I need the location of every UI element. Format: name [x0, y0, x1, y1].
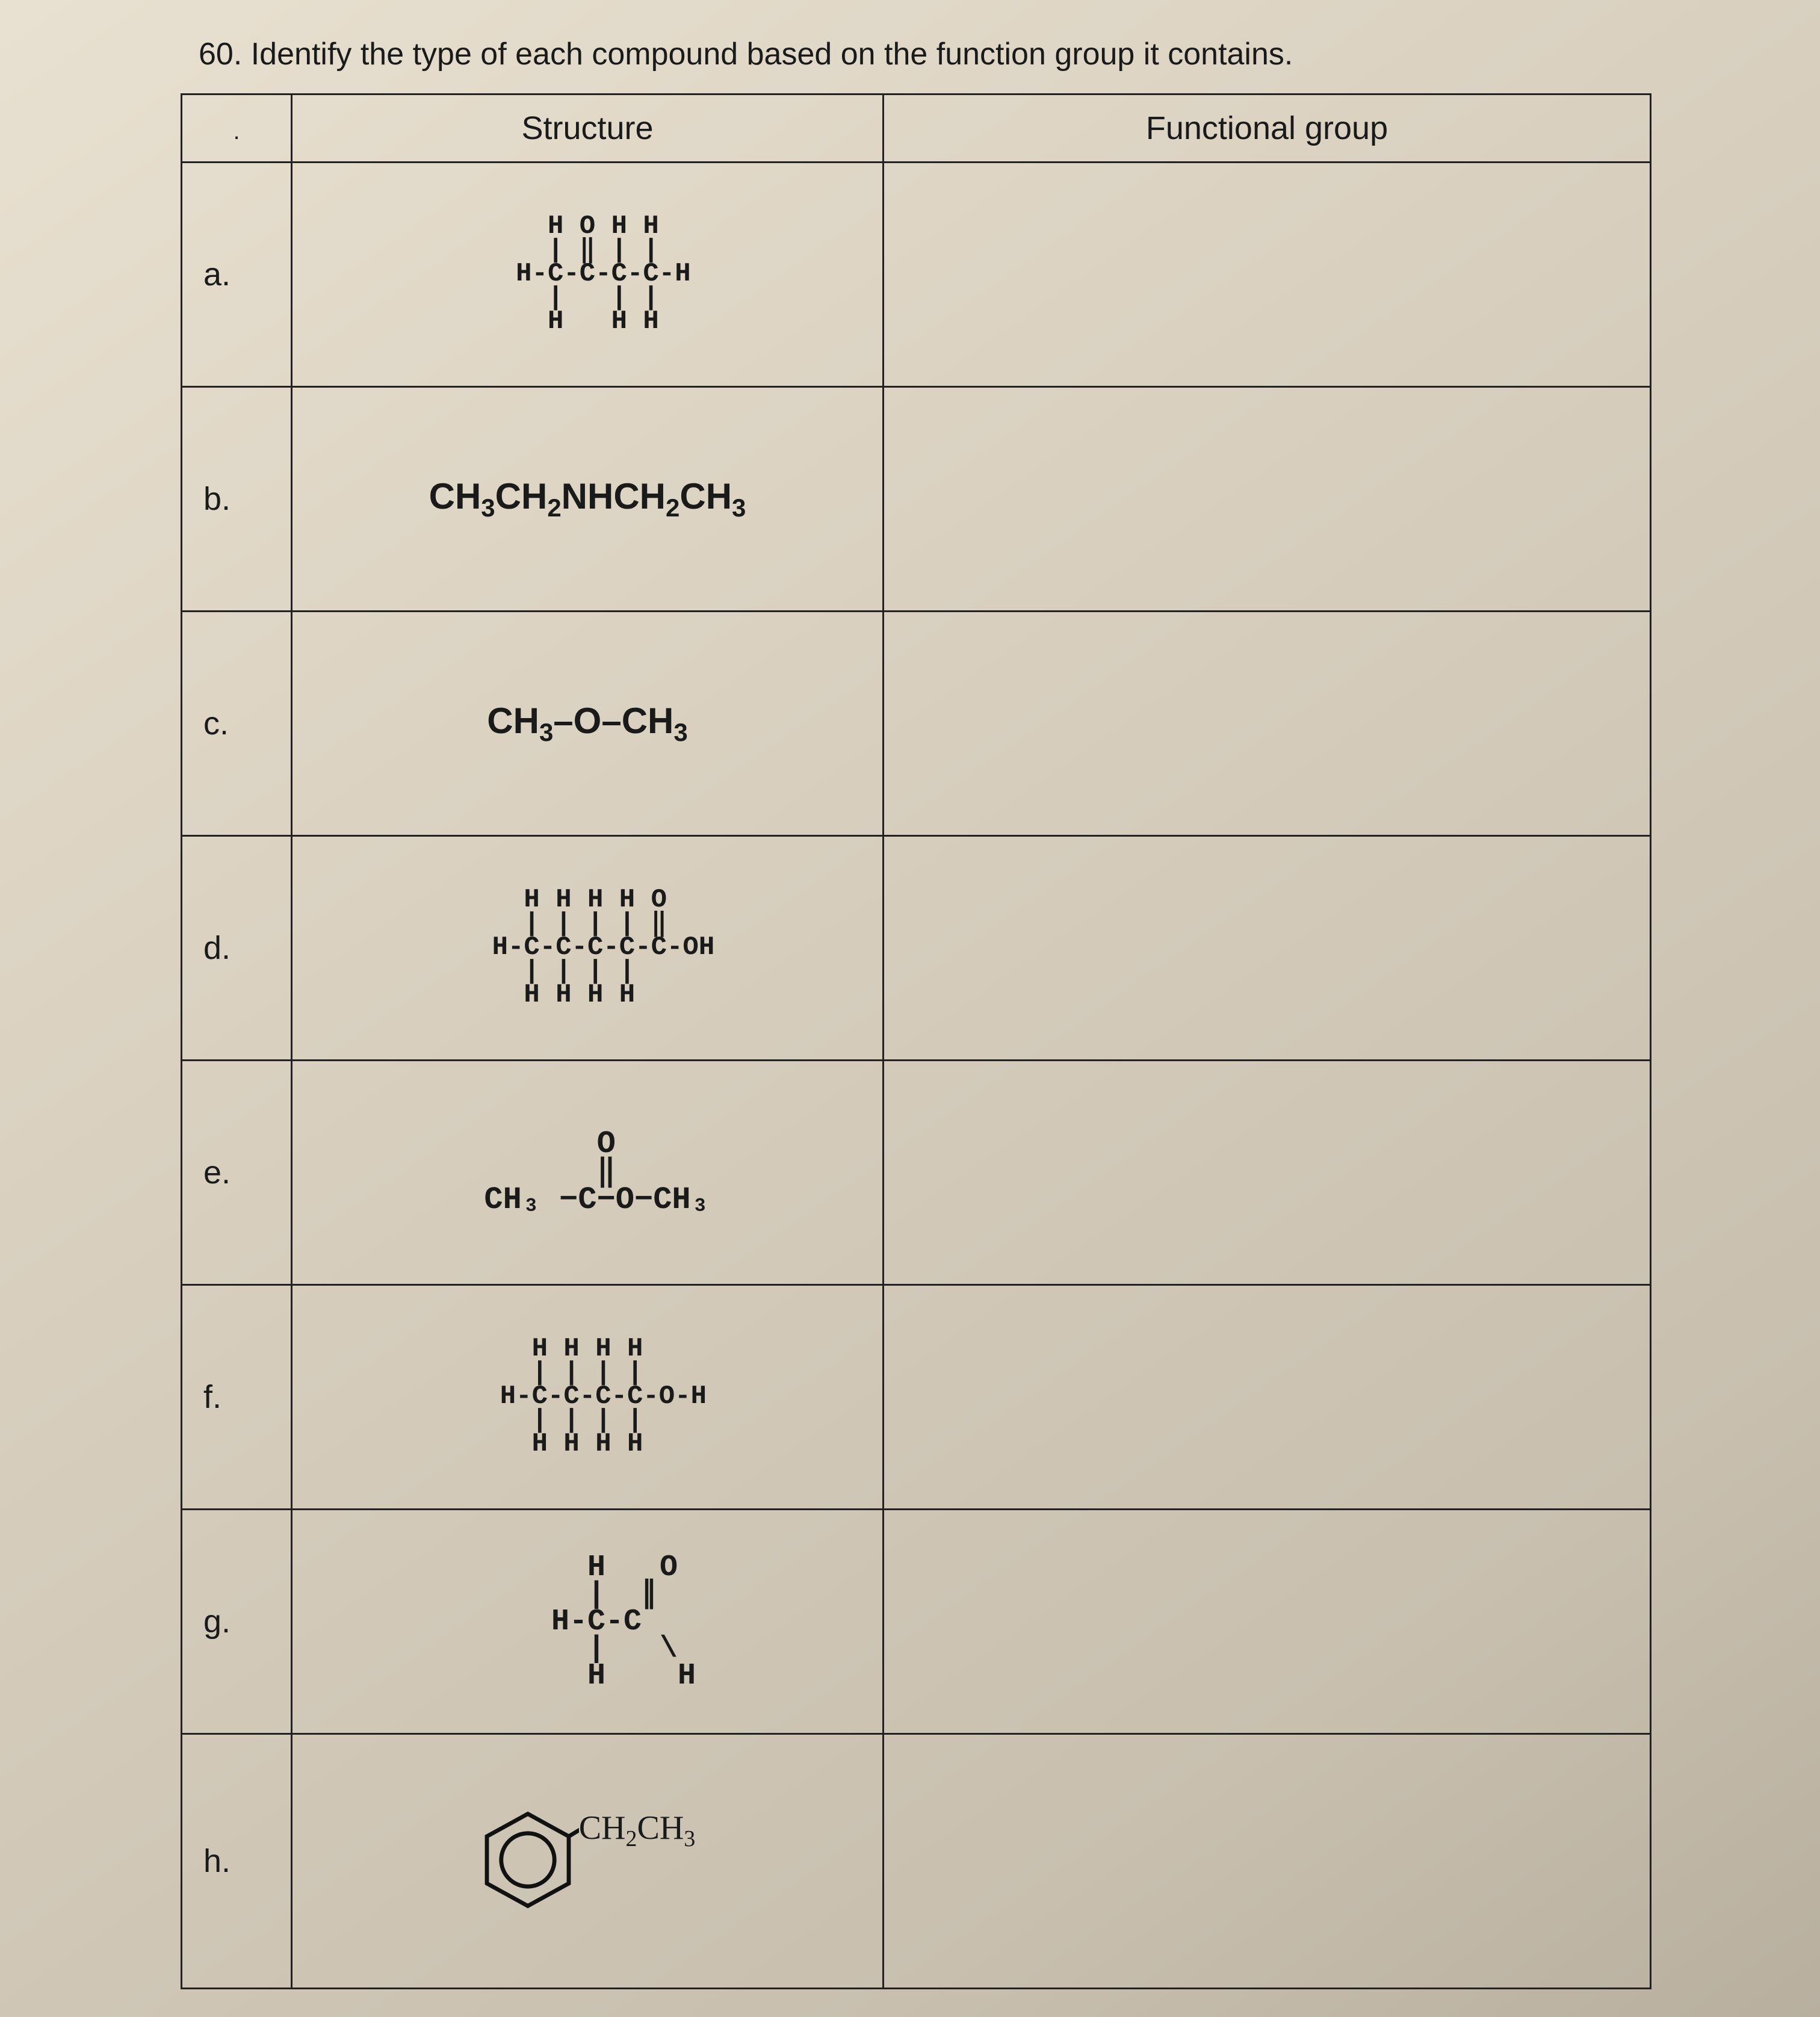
structure-g: H O | ∥ H-C-C | \ H H: [292, 1510, 884, 1734]
structure-a: H O H H | ‖ | | H-C-C-C-C-H | | | H H H: [292, 163, 884, 387]
aromatic-structure: CH2CH3: [477, 1809, 699, 1911]
functional-group-h[interactable]: [884, 1734, 1651, 1989]
row-label-e: e.: [182, 1061, 292, 1285]
ethyl-group-label: CH2CH3: [579, 1809, 696, 1852]
corner-header: .: [182, 94, 292, 163]
ketone-structure: H O H H | ‖ | | H-C-C-C-C-H | | | H H H: [484, 215, 690, 334]
compound-table: . Structure Functional group a. H O H H …: [181, 93, 1651, 1989]
structure-f: H H H H | | | | H-C-C-C-C-O-H | | | | H …: [292, 1285, 884, 1510]
structure-h: CH2CH3: [292, 1734, 884, 1989]
question-text: 60. Identify the type of each compound b…: [199, 36, 1651, 72]
table-row: e. O ‖ CH₃ −C−O−CH₃: [182, 1061, 1651, 1285]
row-label-c: c.: [182, 612, 292, 836]
structure-header: Structure: [292, 94, 884, 163]
structure-b: CH3CH2NHCH2CH3: [292, 387, 884, 612]
functional-group-e[interactable]: [884, 1061, 1651, 1285]
row-label-h: h.: [182, 1734, 292, 1989]
functional-group-a[interactable]: [884, 163, 1651, 387]
carboxylic-acid-structure: H H H H O | | | | ‖ H-C-C-C-C-C-OH | | |…: [460, 888, 714, 1008]
table-row: d. H H H H O | | | | ‖ H-C-C-C-C-C-OH | …: [182, 836, 1651, 1061]
functional-group-g[interactable]: [884, 1510, 1651, 1734]
functional-group-f[interactable]: [884, 1285, 1651, 1510]
ether-formula: CH3–O–CH3: [487, 701, 687, 741]
ester-structure: O ‖ CH₃ −C−O−CH₃: [465, 1130, 710, 1215]
table-row: h. CH2CH3: [182, 1734, 1651, 1989]
row-label-d: d.: [182, 836, 292, 1061]
row-label-a: a.: [182, 163, 292, 387]
amine-formula: CH3CH2NHCH2CH3: [429, 476, 746, 516]
table-row: c. CH3–O–CH3: [182, 612, 1651, 836]
functional-group-c[interactable]: [884, 612, 1651, 836]
row-label-b: b.: [182, 387, 292, 612]
structure-c: CH3–O–CH3: [292, 612, 884, 836]
alcohol-structure: H H H H | | | | H-C-C-C-C-O-H | | | | H …: [468, 1337, 707, 1457]
benzene-ring-icon: [477, 1809, 579, 1911]
worksheet-page: 60. Identify the type of each compound b…: [0, 0, 1820, 2017]
functional-group-header: Functional group: [884, 94, 1651, 163]
row-label-g: g.: [182, 1510, 292, 1734]
aldehyde-structure: H O | ∥ H-C-C | \ H H: [479, 1554, 696, 1690]
structure-d: H H H H O | | | | ‖ H-C-C-C-C-C-OH | | |…: [292, 836, 884, 1061]
table-row: b. CH3CH2NHCH2CH3: [182, 387, 1651, 612]
functional-group-b[interactable]: [884, 387, 1651, 612]
table-row: g. H O | ∥ H-C-C | \ H H: [182, 1510, 1651, 1734]
row-label-f: f.: [182, 1285, 292, 1510]
header-row: . Structure Functional group: [182, 94, 1651, 163]
functional-group-d[interactable]: [884, 836, 1651, 1061]
table-row: f. H H H H | | | | H-C-C-C-C-O-H | | | |…: [182, 1285, 1651, 1510]
structure-e: O ‖ CH₃ −C−O−CH₃: [292, 1061, 884, 1285]
table-row: a. H O H H | ‖ | | H-C-C-C-C-H | | | H H…: [182, 163, 1651, 387]
